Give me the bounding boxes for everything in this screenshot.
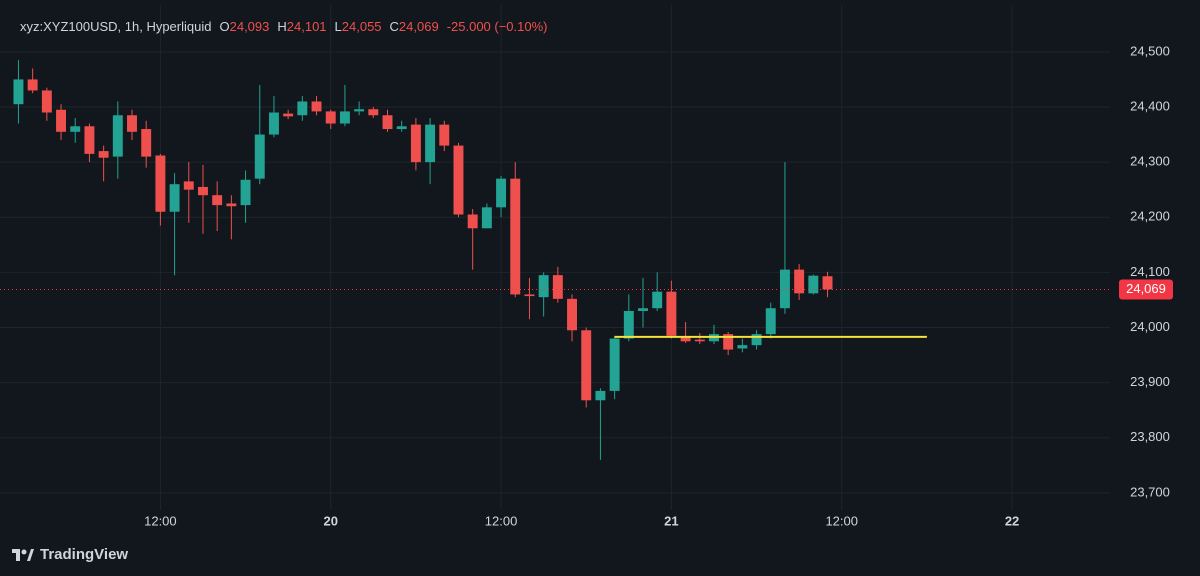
candle-body [41, 90, 52, 113]
candle-body [567, 298, 578, 331]
candle-body [524, 294, 535, 297]
candle-body [737, 345, 748, 349]
ohlc-key: L [334, 19, 342, 34]
candle-body [70, 126, 81, 132]
candle-body [794, 269, 805, 294]
candle-body [425, 124, 436, 163]
candle-body [481, 207, 492, 229]
candle-body [27, 79, 38, 91]
brand[interactable]: TradingView [12, 546, 128, 563]
candle-body [396, 126, 407, 130]
candle-body [98, 151, 109, 158]
y-tick-label: 24,500 [1130, 43, 1170, 58]
candle-body [538, 275, 549, 298]
candle-body [339, 111, 350, 124]
candle-body [155, 155, 166, 212]
candle-body [268, 112, 279, 135]
ohlc-value: 24,093 [229, 19, 270, 34]
candle-body [226, 203, 237, 207]
candle-body [510, 178, 521, 295]
candle-body [623, 310, 634, 339]
candle-body [240, 179, 251, 206]
candle-body [283, 113, 294, 117]
candle-body [822, 276, 833, 290]
candle-body [84, 126, 95, 154]
candle-body [595, 390, 606, 401]
candle-body [254, 134, 265, 179]
candle-body [751, 334, 762, 346]
candle-body [439, 124, 450, 146]
x-tick-label: 12:00 [825, 513, 858, 528]
candle-body [552, 275, 563, 299]
candle-body [694, 339, 705, 342]
candle-body [183, 181, 194, 190]
candle-body [382, 115, 393, 130]
candle-body [467, 214, 478, 229]
candle-body [141, 129, 152, 157]
ohlc-key: H [277, 19, 287, 34]
last-price-label: 24,069 [1126, 281, 1166, 296]
y-tick-label: 24,000 [1130, 319, 1170, 334]
ohlc-key: O [219, 19, 230, 34]
candle-body [354, 109, 365, 112]
x-tick-label: 12:00 [144, 513, 177, 528]
candle-body [496, 178, 507, 208]
y-tick-label: 24,200 [1130, 209, 1170, 224]
candle-body [297, 101, 308, 116]
x-tick-label: 12:00 [485, 513, 518, 528]
candle-body [212, 195, 223, 206]
candle-body [368, 109, 379, 116]
y-tick-label: 24,100 [1130, 264, 1170, 279]
brand-name: TradingView [40, 546, 129, 563]
y-tick-label: 23,700 [1130, 484, 1170, 499]
candle-body [808, 275, 819, 294]
candle-body [765, 308, 776, 335]
candle-body [13, 79, 24, 105]
candle-body [680, 337, 691, 342]
candle-body [453, 145, 464, 215]
candle-body [638, 308, 648, 311]
legend: xyz:XYZ100USD, 1h, Hyperliquid O24,093 H24… [20, 19, 548, 34]
change: -25.000 (−0.10%) [446, 19, 548, 34]
candle-body [779, 269, 790, 309]
candle-body [198, 186, 208, 196]
brand-logo [12, 548, 34, 561]
candle-body [325, 111, 336, 124]
candle-body [410, 124, 421, 163]
candle-body [311, 101, 322, 112]
ohlc-value: 24,055 [341, 19, 382, 34]
ohlc-value: 24,069 [398, 19, 439, 34]
y-tick-label: 24,300 [1130, 154, 1170, 169]
candle-body [127, 115, 137, 132]
candle-body [666, 291, 677, 336]
x-tick-label: 20 [323, 513, 337, 528]
ohlc-value: 24,101 [286, 19, 327, 34]
last-price-box [1119, 279, 1173, 300]
candle-body [169, 184, 180, 212]
candle-body [112, 115, 123, 157]
x-tick-label: 22 [1005, 513, 1019, 528]
candle-body [581, 330, 592, 401]
candle-body [609, 338, 620, 391]
y-tick-label: 23,900 [1130, 374, 1170, 389]
candle-body [652, 291, 663, 309]
candle-body [56, 109, 67, 132]
ohlc-key: C [389, 19, 399, 34]
symbol: xyz:XYZ100USD, 1h, Hyperliquid [20, 19, 212, 34]
y-tick-label: 24,400 [1130, 98, 1170, 113]
y-tick-label: 23,800 [1130, 429, 1170, 444]
candle-body [723, 334, 734, 350]
x-tick-label: 21 [664, 513, 678, 528]
